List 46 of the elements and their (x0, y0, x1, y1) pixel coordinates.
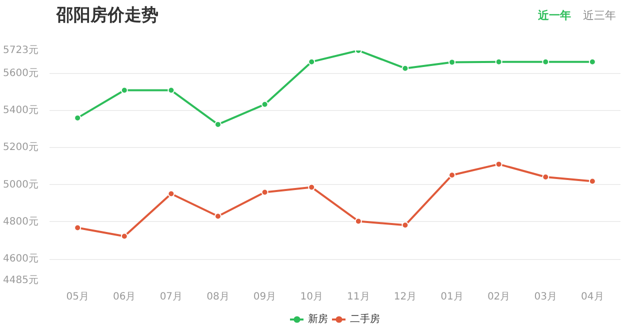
point (168, 86, 175, 94)
y-tick-label: 5200元 (3, 142, 39, 154)
x-tick-label: 06月 (113, 292, 136, 302)
x-tick-label: 08月 (206, 292, 230, 302)
point (214, 120, 222, 128)
point (588, 178, 596, 185)
y-tick-label: 4600元 (3, 254, 39, 265)
x-tick-label: 01月 (440, 292, 464, 302)
legend-label: 新房 (308, 312, 328, 326)
y-tick-label: 4485元 (3, 275, 39, 286)
x-tick-label: 09月 (253, 292, 276, 302)
point (588, 58, 596, 66)
text: 近一年 (537, 9, 572, 22)
x-tick-label: 11月 (347, 292, 370, 302)
legend-label: 二手房 (350, 312, 380, 326)
point (120, 86, 128, 94)
point (120, 232, 128, 240)
x-tick-label: 12月 (394, 292, 417, 302)
point (448, 58, 456, 66)
point (214, 212, 222, 220)
y-tick-label: 5600元 (3, 68, 39, 79)
point (495, 58, 502, 66)
point (354, 218, 362, 225)
x-tick-label: 07月 (160, 292, 183, 302)
chart-title: 邵阳房价走势 (56, 6, 159, 26)
x-tick-label: 02月 (487, 292, 510, 302)
point (308, 58, 316, 66)
point (261, 100, 268, 108)
point (74, 224, 82, 232)
x-tick-label: 03月 (534, 292, 557, 302)
point (402, 64, 409, 72)
y-tick-label: 5400元 (3, 105, 39, 116)
point (168, 190, 175, 198)
point (495, 160, 502, 168)
y-tick-label: 5723元 (3, 45, 39, 56)
x-tick-label: 04月 (581, 292, 604, 302)
point (542, 58, 550, 66)
text: 近三年 (583, 9, 616, 22)
point (402, 222, 409, 229)
point (448, 172, 456, 179)
point (261, 188, 268, 196)
x-tick-label: 05月 (66, 292, 89, 302)
y-tick-label: 5000元 (3, 179, 39, 190)
y-tick-label: 4800元 (3, 216, 39, 228)
x-tick-label: 10月 (300, 292, 323, 302)
point (308, 184, 316, 191)
